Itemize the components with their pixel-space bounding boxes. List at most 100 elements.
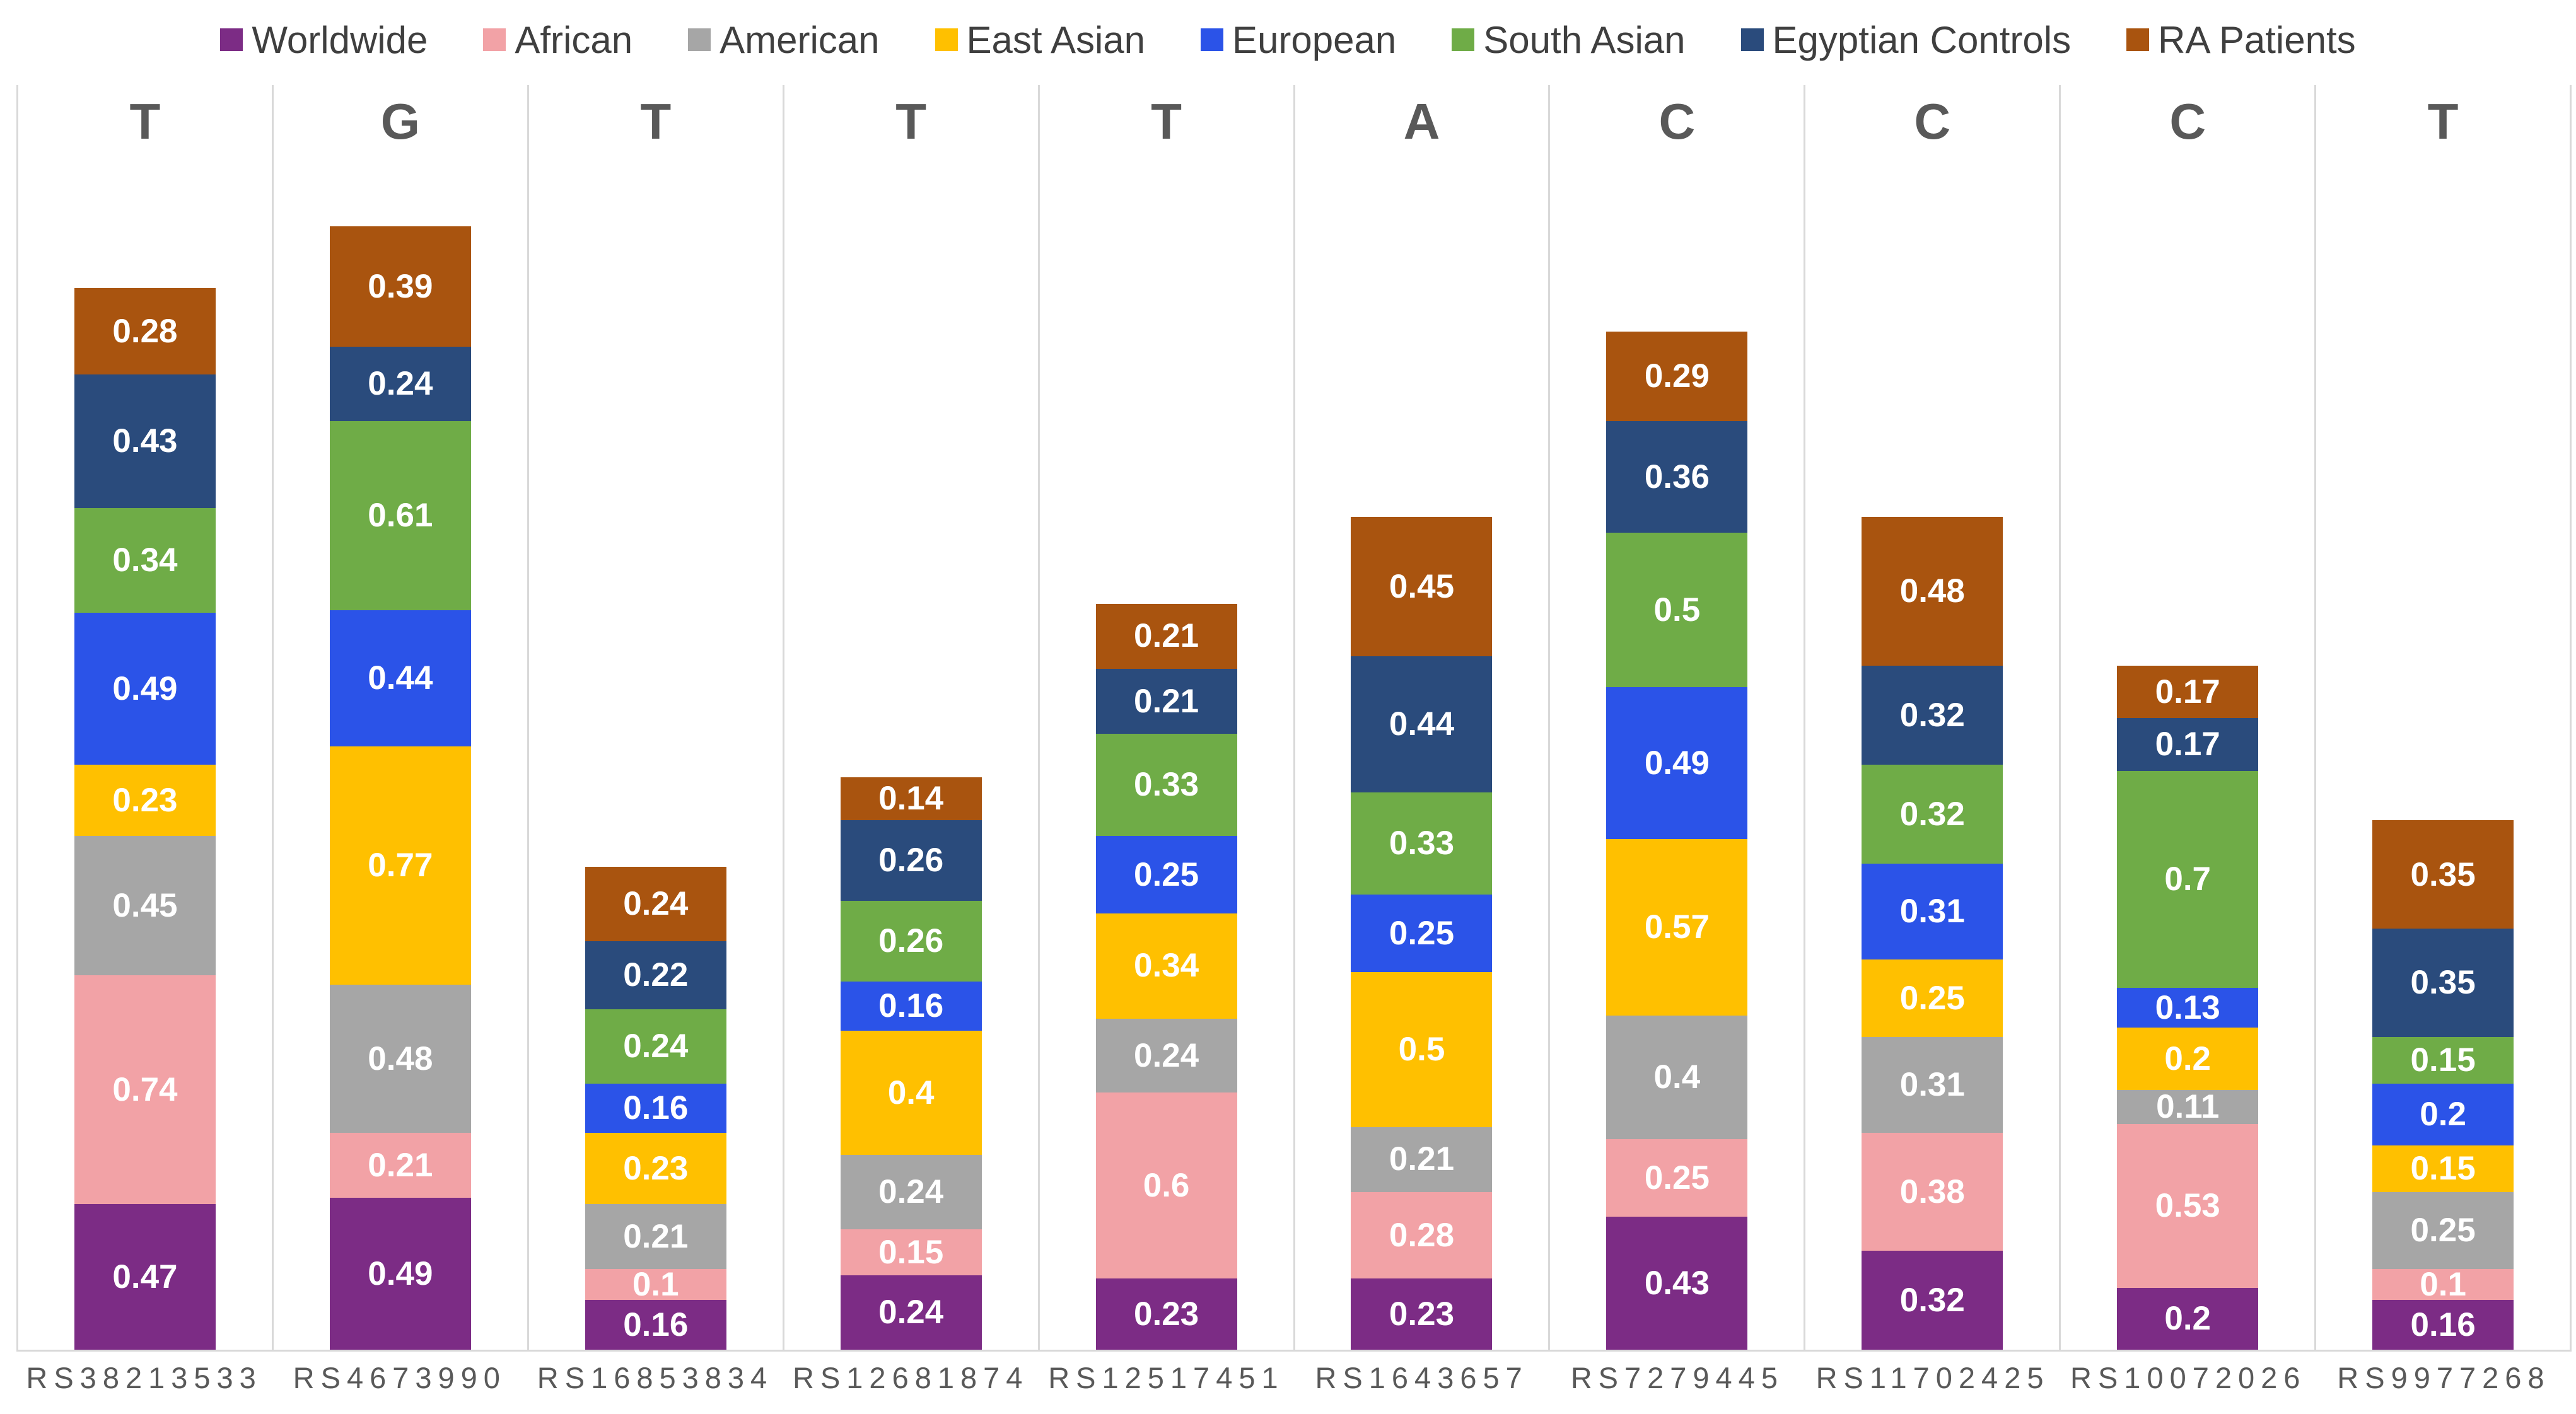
bar-segment-african: 0.6 [1095, 1092, 1237, 1279]
stacked-bar-rs7279445: 0.29 0.36 0.5 0.49 0.57 0.4 0.25 0.43 [1606, 331, 1748, 1350]
bar-segment-egyptian-controls: 0.43 [74, 374, 216, 508]
segment-value-label: 0.23 [112, 781, 178, 819]
segment-value-label: 0.43 [1644, 1264, 1710, 1302]
bar-segment-african: 0.15 [840, 1229, 982, 1276]
allele-letter: G [380, 93, 420, 149]
segment-value-label: 0.21 [368, 1147, 433, 1185]
bar-segment-american: 0.31 [1862, 1037, 2003, 1133]
bar-segment-south-asian: 0.32 [1862, 765, 2003, 864]
bar-segment-south-asian: 0.5 [1606, 532, 1748, 688]
segment-value-label: 0.48 [1899, 572, 1965, 610]
legend-item-european: European [1201, 18, 1396, 62]
segment-value-label: 0.44 [1389, 705, 1455, 743]
european-swatch-icon [1201, 28, 1224, 51]
african-swatch-icon [483, 28, 506, 51]
allele-letter: T [1151, 93, 1182, 149]
segment-value-label: 0.4 [887, 1074, 935, 1111]
bar-segment-worldwide: 0.47 [74, 1204, 216, 1350]
stacked-bar-rs12681874: 0.14 0.26 0.26 0.16 0.4 0.24 0.15 0.24 [840, 777, 982, 1350]
segment-value-label: 0.29 [1644, 357, 1710, 395]
bar-segment-european: 0.49 [74, 613, 216, 765]
bar-segment-east-asian: 0.77 [329, 746, 471, 985]
allele-letter: T [895, 93, 927, 149]
bar-column-rs10072026: C 0.17 0.17 0.7 0.13 0.2 0.11 0.53 0.2 [2059, 85, 2314, 1350]
bar-segment-ra-patients: 0.24 [585, 867, 726, 941]
bar-segment-american: 0.21 [1351, 1127, 1493, 1192]
ra-patients-swatch-icon [2126, 28, 2150, 51]
segment-value-label: 0.15 [2410, 1041, 2476, 1079]
bar-segment-european: 0.13 [2117, 987, 2259, 1028]
bar-segment-american: 0.24 [840, 1154, 982, 1229]
segment-value-label: 0.57 [1644, 908, 1710, 946]
category-label: RS11702425 [1815, 1361, 2050, 1394]
legend-item-ra-patients: RA Patients [2126, 18, 2356, 62]
bar-segment-european: 0.49 [1606, 687, 1748, 839]
egyptian-controls-swatch-icon [1740, 28, 1764, 51]
bar-segment-ra-patients: 0.14 [840, 777, 982, 821]
bar-segment-egyptian-controls: 0.35 [2372, 929, 2514, 1038]
segment-value-label: 0.35 [2410, 964, 2476, 1002]
stacked-bar-rs10072026: 0.17 0.17 0.7 0.13 0.2 0.11 0.53 0.2 [2117, 665, 2259, 1350]
bar-segment-east-asian: 0.5 [1351, 972, 1493, 1127]
segment-value-label: 0.49 [1644, 744, 1710, 782]
bar-segment-worldwide: 0.43 [1606, 1216, 1748, 1350]
segment-value-label: 0.49 [368, 1255, 433, 1292]
category-label-row: RS38213533 RS4673990 RS16853834 RS12681874 R… [16, 1360, 2572, 1395]
bar-segment-african: 0.28 [1351, 1191, 1493, 1279]
allele-letter: C [2169, 93, 2206, 149]
segment-value-label: 0.16 [623, 1306, 689, 1343]
bar-segment-american: 0.4 [1606, 1015, 1748, 1140]
segment-value-label: 0.5 [1398, 1030, 1445, 1068]
segment-value-label: 0.2 [2164, 1300, 2212, 1338]
bar-segment-egyptian-controls: 0.24 [329, 347, 471, 422]
bar-segment-american: 0.11 [2117, 1089, 2259, 1124]
bar-segment-worldwide: 0.49 [329, 1198, 471, 1350]
segment-value-label: 0.43 [112, 422, 178, 460]
bar-segment-south-asian: 0.26 [840, 901, 982, 982]
segment-value-label: 0.33 [1134, 766, 1199, 804]
segment-value-label: 0.1 [2420, 1266, 2466, 1304]
segment-value-label: 0.23 [1389, 1295, 1455, 1333]
bar-segment-ra-patients: 0.29 [1606, 331, 1748, 422]
segment-value-label: 0.34 [1134, 947, 1199, 985]
stacked-bar-rs1643657: 0.45 0.44 0.33 0.25 0.5 0.21 0.28 0.23 [1351, 517, 1493, 1350]
bar-segment-east-asian: 0.23 [74, 765, 216, 836]
segment-value-label: 0.14 [878, 780, 944, 818]
bar-segment-worldwide: 0.32 [1862, 1250, 2003, 1350]
bar-segment-south-asian: 0.7 [2117, 770, 2259, 988]
segment-value-label: 0.48 [368, 1040, 433, 1077]
worldwide-swatch-icon [220, 28, 243, 51]
segment-value-label: 0.25 [1389, 914, 1455, 952]
segment-value-label: 0.5 [1653, 591, 1701, 629]
segment-value-label: 0.6 [1143, 1166, 1190, 1204]
segment-value-label: 0.33 [1389, 825, 1455, 862]
segment-value-label: 0.17 [2155, 673, 2220, 710]
stacked-bar-rs12517451: 0.21 0.21 0.33 0.25 0.34 0.24 0.6 0.23 [1095, 603, 1237, 1350]
segment-value-label: 0.32 [1899, 795, 1965, 833]
bar-column-rs16853834: T 0.24 0.22 0.24 0.16 0.23 0.21 0.1 0.16 [527, 85, 783, 1350]
bar-segment-east-asian: 0.4 [840, 1031, 982, 1155]
legend-label: East Asian [966, 18, 1146, 61]
legend-label: African [515, 18, 633, 61]
segment-value-label: 0.4 [1653, 1058, 1701, 1096]
bar-segment-ra-patients: 0.48 [1862, 517, 2003, 666]
plot-area: T 0.28 0.43 0.34 0.49 0.23 0.45 0.74 0.47 G 0.39 0.… [16, 85, 2572, 1352]
segment-value-label: 0.2 [2164, 1040, 2212, 1077]
bar-segment-egyptian-controls: 0.22 [585, 941, 726, 1009]
legend-item-south-asian: South Asian [1452, 18, 1686, 62]
stacked-bar-rs38213533: 0.28 0.43 0.34 0.49 0.23 0.45 0.74 0.47 [74, 287, 216, 1350]
bar-segment-egyptian-controls: 0.26 [840, 820, 982, 901]
bar-segment-east-asian: 0.15 [2372, 1145, 2514, 1192]
bar-segment-worldwide: 0.2 [2117, 1287, 2259, 1350]
bar-segment-egyptian-controls: 0.32 [1862, 665, 2003, 765]
category-label: RS38213533 [26, 1361, 262, 1394]
segment-value-label: 0.15 [2410, 1149, 2476, 1187]
stacked-bar-rs4673990: 0.39 0.24 0.61 0.44 0.77 0.48 0.21 0.49 [329, 226, 471, 1350]
legend-label: Worldwide [252, 18, 428, 61]
allele-letter: T [2427, 93, 2459, 149]
bar-segment-east-asian: 0.2 [2117, 1028, 2259, 1090]
segment-value-label: 0.34 [112, 542, 178, 579]
bar-column-rs1643657: A 0.45 0.44 0.33 0.25 0.5 0.21 0.28 0.23 [1293, 85, 1549, 1350]
segment-value-label: 0.13 [2155, 988, 2220, 1026]
